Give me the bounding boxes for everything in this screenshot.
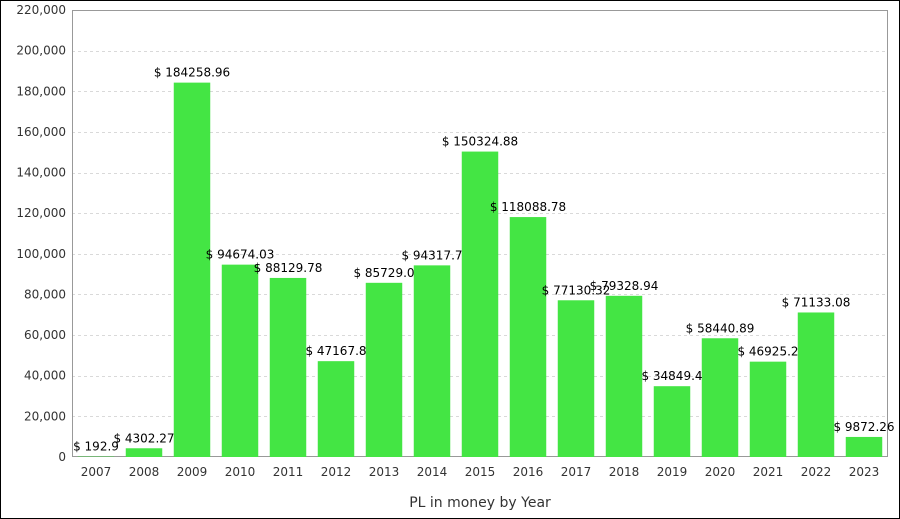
- x-tick-label: 2012: [321, 465, 352, 479]
- bar-2022: [797, 312, 835, 457]
- y-tick-label: 160,000: [16, 125, 66, 139]
- data-label-2019: $ 34849.4: [641, 369, 702, 383]
- bar-2008: [125, 448, 163, 457]
- data-label-2013: $ 85729.0: [353, 266, 414, 280]
- bar-2019: [653, 386, 691, 457]
- y-tick-label: 140,000: [16, 166, 66, 180]
- bar-2021: [749, 361, 787, 457]
- data-label-2022: $ 71133.08: [782, 295, 851, 309]
- bar-2013: [365, 282, 403, 457]
- data-label-2016: $ 118088.78: [490, 200, 566, 214]
- y-tick-label: 60,000: [24, 328, 66, 342]
- x-tick-label: 2014: [417, 465, 448, 479]
- bar-2014: [413, 265, 451, 457]
- data-label-2020: $ 58440.89: [686, 321, 755, 335]
- x-tick-label: 2018: [609, 465, 640, 479]
- x-tick-label: 2015: [465, 465, 496, 479]
- bar-2017: [557, 300, 595, 457]
- bar-2018: [605, 295, 643, 457]
- x-tick-label: 2008: [129, 465, 160, 479]
- data-label-2010: $ 94674.03: [206, 248, 275, 262]
- x-axis-title: PL in money by Year: [409, 495, 551, 511]
- x-tick-label: 2023: [849, 465, 880, 479]
- bar-2020: [701, 338, 739, 457]
- bar-2009: [173, 82, 211, 457]
- data-label-2008: $ 4302.27: [113, 431, 174, 445]
- x-tick-label: 2016: [513, 465, 544, 479]
- data-label-2011: $ 88129.78: [254, 261, 323, 275]
- y-tick-label: 220,000: [16, 3, 66, 17]
- y-tick-label: 0: [58, 450, 66, 464]
- y-tick-label: 200,000: [16, 44, 66, 58]
- y-tick-label: 100,000: [16, 247, 66, 261]
- y-tick-label: 40,000: [24, 369, 66, 383]
- x-axis: 2007 2008 2009 2010 2011 2012 2013 2014 2015 2016…: [81, 465, 880, 479]
- data-label-2012: $ 47167.8: [305, 344, 366, 358]
- x-tick-label: 2020: [705, 465, 736, 479]
- bar-2016: [509, 217, 547, 457]
- data-label-2023: $ 9872.26: [833, 420, 894, 434]
- data-label-2015: $ 150324.88: [442, 135, 518, 149]
- y-axis: 0 20,000 40,000 60,000 80,000 100,000 120,000 1…: [16, 3, 66, 464]
- y-tick-label: 80,000: [24, 287, 66, 301]
- x-tick-label: 2017: [561, 465, 592, 479]
- bar-2023: [845, 436, 883, 457]
- data-label-2009: $ 184258.96: [154, 66, 230, 80]
- data-label-2018: $ 79328.94: [590, 279, 659, 293]
- x-tick-label: 2010: [225, 465, 256, 479]
- x-tick-label: 2022: [801, 465, 832, 479]
- bar-2010: [221, 264, 259, 457]
- data-label-2007: $ 192.9: [73, 440, 119, 454]
- x-tick-label: 2019: [657, 465, 688, 479]
- data-label-2021: $ 46925.2: [737, 345, 798, 359]
- y-tick-label: 20,000: [24, 409, 66, 423]
- x-tick-label: 2007: [81, 465, 112, 479]
- bars: [77, 82, 883, 457]
- x-tick-label: 2009: [177, 465, 208, 479]
- data-label-2014: $ 94317.7: [401, 248, 462, 262]
- x-tick-label: 2013: [369, 465, 400, 479]
- x-tick-label: 2021: [753, 465, 784, 479]
- bar-2011: [269, 277, 307, 457]
- x-tick-label: 2011: [273, 465, 304, 479]
- y-tick-label: 120,000: [16, 206, 66, 220]
- data-labels: $ 192.9$ 4302.27$ 184258.96$ 94674.03$ 8…: [73, 66, 894, 454]
- bar-2012: [317, 361, 355, 457]
- data-label-2017: $ 77130.32: [542, 283, 611, 297]
- bar-2015: [461, 151, 499, 457]
- y-tick-label: 180,000: [16, 84, 66, 98]
